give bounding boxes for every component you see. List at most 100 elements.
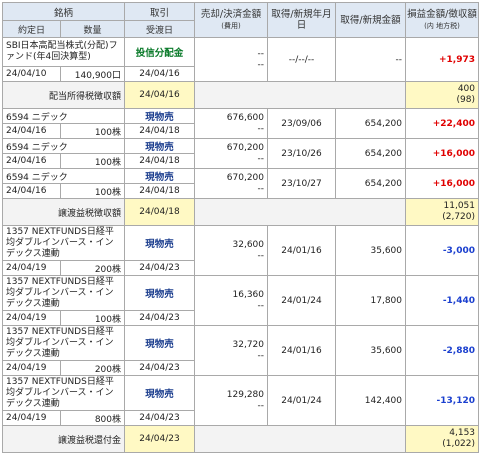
profit-loss: +16,000 (405, 138, 480, 169)
contract-date: 24/04/19 (2, 310, 61, 326)
summary-row: 配当所得税徴収額 24/04/16 400 (98) (1, 81, 480, 109)
quantity: 200株 (59, 360, 126, 376)
header-acquisition-date: 取得/新規年月日 (267, 2, 337, 38)
realized-pl-table: 銘柄 取引 売却/決済金額 (費用) 取得/新規年月日 取得/新規金額 損益金額/… (1, 2, 480, 453)
sale-amount: 676,600 -- (194, 108, 269, 139)
profit-loss: +1,973 (405, 37, 480, 82)
quantity: 100株 (59, 183, 126, 199)
security-name: 1357 NEXTFUNDS日経平均ダブルインバース・インデックス連動 (1, 225, 126, 261)
trade-type-badge: 現物売 (124, 108, 196, 124)
table-row-sub: 24/04/16 100株 24/04/18 (2, 183, 479, 199)
tax-refund-amount: 4,153 (1,022) (405, 425, 480, 453)
summary-label: 譲渡益税徴収額 (1, 198, 126, 226)
sale-amount: 670,200 -- (194, 138, 269, 169)
acquisition-amount: 654,200 (335, 108, 407, 139)
acquisition-date: 23/09/06 (267, 108, 337, 139)
table-row-sub: 24/04/19 100株 24/04/23 (2, 310, 479, 326)
security-name: SBI日本高配当株式(分配)ファンド(年4回決算型) (1, 37, 126, 67)
table-row: 6594 ニデック 現物売 670,200 -- 23/10/26 654,200… (1, 138, 480, 169)
acquisition-date: 23/10/26 (267, 138, 337, 169)
trade-type-badge: 現物売 (124, 275, 196, 311)
profit-loss: -13,120 (405, 375, 480, 426)
quantity: 140,900口 (59, 66, 126, 82)
contract-date: 24/04/19 (2, 360, 61, 376)
settlement-date: 24/04/23 (124, 425, 196, 453)
settlement-date: 24/04/23 (124, 260, 196, 276)
settlement-date: 24/04/18 (124, 123, 196, 139)
trade-type-badge: 現物売 (124, 168, 196, 184)
security-name: 1357 NEXTFUNDS日経平均ダブルインバース・インデックス連動 (1, 275, 126, 311)
security-name: 1357 NEXTFUNDS日経平均ダブルインバース・インデックス連動 (1, 375, 126, 411)
table-row-sub: 24/04/16 100株 24/04/18 (2, 153, 479, 169)
header-sale-amount: 売却/決済金額 (費用) (194, 2, 269, 38)
table-row: 1357 NEXTFUNDS日経平均ダブルインバース・インデックス連動 現物売 … (1, 275, 480, 326)
security-name: 6594 ニデック (1, 108, 126, 124)
profit-loss: +22,400 (405, 108, 480, 139)
trade-type-badge: 投信分配金 (124, 37, 196, 67)
settlement-date: 24/04/18 (124, 153, 196, 169)
settlement-date: 24/04/18 (124, 198, 196, 226)
settlement-date: 24/04/16 (124, 66, 196, 82)
table-row: 6594 ニデック 現物売 670,200 -- 23/10/27 654,200… (1, 168, 480, 199)
contract-date: 24/04/16 (2, 123, 61, 139)
acquisition-date: 24/01/24 (267, 375, 337, 426)
sale-amount: 16,360 -- (194, 275, 269, 326)
quantity: 800株 (59, 410, 126, 426)
summary-blank (194, 81, 407, 109)
header-quantity: 数量 (59, 20, 126, 38)
header-acquisition-amount: 取得/新規金額 (335, 2, 407, 38)
table-row: 1357 NEXTFUNDS日経平均ダブルインバース・インデックス連動 現物売 … (1, 375, 480, 426)
summary-row: 譲渡益税徴収額 24/04/18 11,051 (2,720) (1, 198, 480, 226)
contract-date: 24/04/16 (2, 183, 61, 199)
tax-amount: 11,051 (2,720) (405, 198, 480, 226)
tax-amount: 400 (98) (405, 81, 480, 109)
security-name: 6594 ニデック (1, 168, 126, 184)
table-row-sub: 24/04/10 140,900口 24/04/16 (2, 66, 479, 82)
quantity: 100株 (59, 310, 126, 326)
settlement-date: 24/04/23 (124, 360, 196, 376)
profit-loss: +16,000 (405, 168, 480, 199)
contract-date: 24/04/16 (2, 153, 61, 169)
acquisition-amount: -- (335, 37, 407, 82)
acquisition-amount: 35,600 (335, 225, 407, 276)
table-header: 銘柄 取引 売却/決済金額 (費用) 取得/新規年月日 取得/新規金額 損益金額/… (1, 2, 480, 38)
trade-type-badge: 現物売 (124, 225, 196, 261)
table-row: 6594 ニデック 現物売 676,600 -- 23/09/06 654,200… (1, 108, 480, 139)
sale-amount: 129,280 -- (194, 375, 269, 426)
summary-blank (194, 425, 407, 453)
table-row: SBI日本高配当株式(分配)ファンド(年4回決算型) 投信分配金 -- -- --… (1, 37, 480, 82)
acquisition-amount: 654,200 (335, 138, 407, 169)
quantity: 100株 (59, 153, 126, 169)
acquisition-date: 24/01/16 (267, 225, 337, 276)
trade-type-badge: 現物売 (124, 375, 196, 411)
acquisition-amount: 142,400 (335, 375, 407, 426)
security-name: 6594 ニデック (1, 138, 126, 154)
contract-date: 24/04/10 (2, 66, 61, 82)
summary-label: 譲渡益税還付金 (1, 425, 126, 453)
sale-amount: 32,720 -- (194, 325, 269, 376)
acquisition-date: --/--/-- (267, 37, 337, 82)
sale-amount: -- -- (194, 37, 269, 82)
table-row: 1357 NEXTFUNDS日経平均ダブルインバース・インデックス連動 現物売 … (1, 225, 480, 276)
table-row-sub: 24/04/19 800株 24/04/23 (2, 410, 479, 426)
settlement-date: 24/04/18 (124, 183, 196, 199)
settlement-date: 24/04/23 (124, 410, 196, 426)
profit-loss: -1,440 (405, 275, 480, 326)
contract-date: 24/04/19 (2, 410, 61, 426)
header-contract-date: 約定日 (2, 20, 61, 38)
acquisition-amount: 654,200 (335, 168, 407, 199)
header-profit-loss: 損益金額/徴収額 (内 地方税) (405, 2, 480, 38)
table-row: 1357 NEXTFUNDS日経平均ダブルインバース・インデックス連動 現物売 … (1, 325, 480, 376)
summary-blank (194, 198, 407, 226)
quantity: 200株 (59, 260, 126, 276)
summary-row: 譲渡益税還付金 24/04/23 4,153 (1,022) (1, 425, 480, 453)
trade-type-badge: 現物売 (124, 138, 196, 154)
acquisition-amount: 35,600 (335, 325, 407, 376)
header-security: 銘柄 (1, 2, 126, 21)
settlement-date: 24/04/16 (124, 81, 196, 109)
security-name: 1357 NEXTFUNDS日経平均ダブルインバース・インデックス連動 (1, 325, 126, 361)
acquisition-date: 24/01/16 (267, 325, 337, 376)
header-trade: 取引 (124, 2, 196, 21)
sale-amount: 670,200 -- (194, 168, 269, 199)
